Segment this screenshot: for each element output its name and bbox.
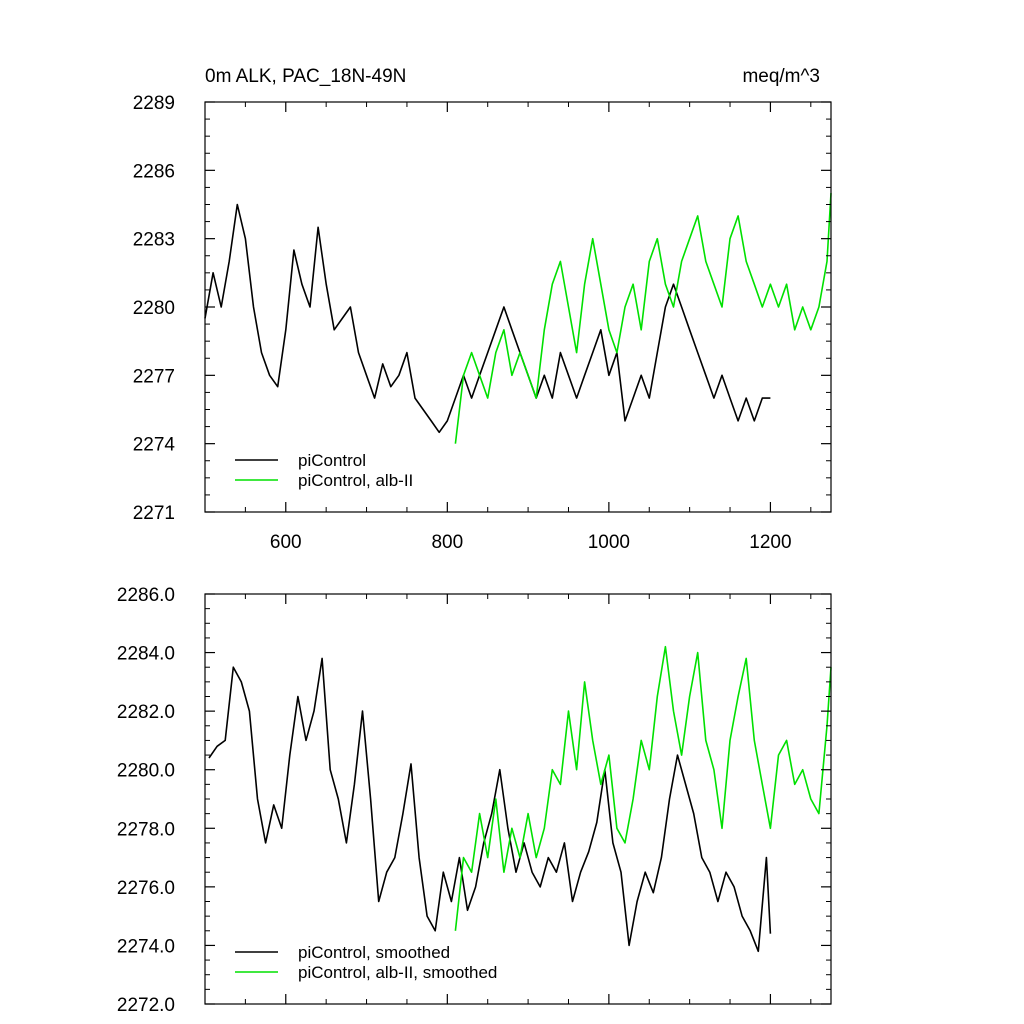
top-series-lines: [204, 193, 832, 444]
y-tick-label: 2274.0: [117, 936, 175, 957]
y-tick-label: 2282.0: [117, 702, 175, 723]
series-line-picontrol: [208, 657, 772, 953]
y-tick-label: 2283: [133, 230, 175, 251]
top-title-left: 0m ALK, PAC_18N-49N: [205, 66, 406, 87]
y-tick-label: 2280.0: [117, 761, 175, 782]
bottom-ticks: 2272.0 2274.0 2276.0 2278.0 2280.0 2282.0 2284…: [117, 585, 831, 1016]
top-ticks: 600 800 1000 1200 2271 2274 2277 2280 2283 2286 22…: [133, 93, 831, 553]
y-tick-label: 2289: [133, 93, 175, 114]
series-line-alb-ii: [454, 193, 832, 444]
legend-label: piControl, alb-II: [298, 471, 413, 490]
y-tick-label: 2274: [133, 435, 176, 456]
legend-label: piControl, smoothed: [298, 943, 450, 962]
top-plot-frame: [204, 101, 832, 513]
y-tick-label: 2284.0: [117, 644, 175, 665]
y-tick-label: 2277: [133, 366, 175, 387]
y-tick-label: 2286: [133, 161, 175, 182]
bottom-plot-frame: [204, 593, 832, 1005]
x-tick-label: 1000: [588, 532, 630, 553]
top-title-units: meq/m^3: [742, 66, 820, 87]
series-line-alb-ii: [454, 645, 832, 931]
y-tick-label: 2276.0: [117, 878, 175, 899]
y-tick-label: 2278.0: [117, 819, 175, 840]
x-tick-label: 800: [431, 532, 463, 553]
y-tick-label: 2280: [133, 298, 175, 319]
top-panel: 0m ALK, PAC_18N-49N meq/m^3 600 800 1000 12…: [133, 66, 832, 553]
y-tick-label: 2286.0: [117, 585, 175, 606]
x-tick-label: 1200: [749, 532, 791, 553]
bottom-series-lines: [208, 645, 832, 953]
legend-label: piControl, alb-II, smoothed: [298, 963, 497, 982]
bottom-panel: 2272.0 2274.0 2276.0 2278.0 2280.0 2282.0 2284…: [117, 585, 832, 1016]
y-tick-label: 2272.0: [117, 995, 175, 1016]
x-tick-label: 600: [270, 532, 302, 553]
y-tick-label: 2271: [133, 503, 175, 524]
legend-label: piControl: [298, 451, 366, 470]
